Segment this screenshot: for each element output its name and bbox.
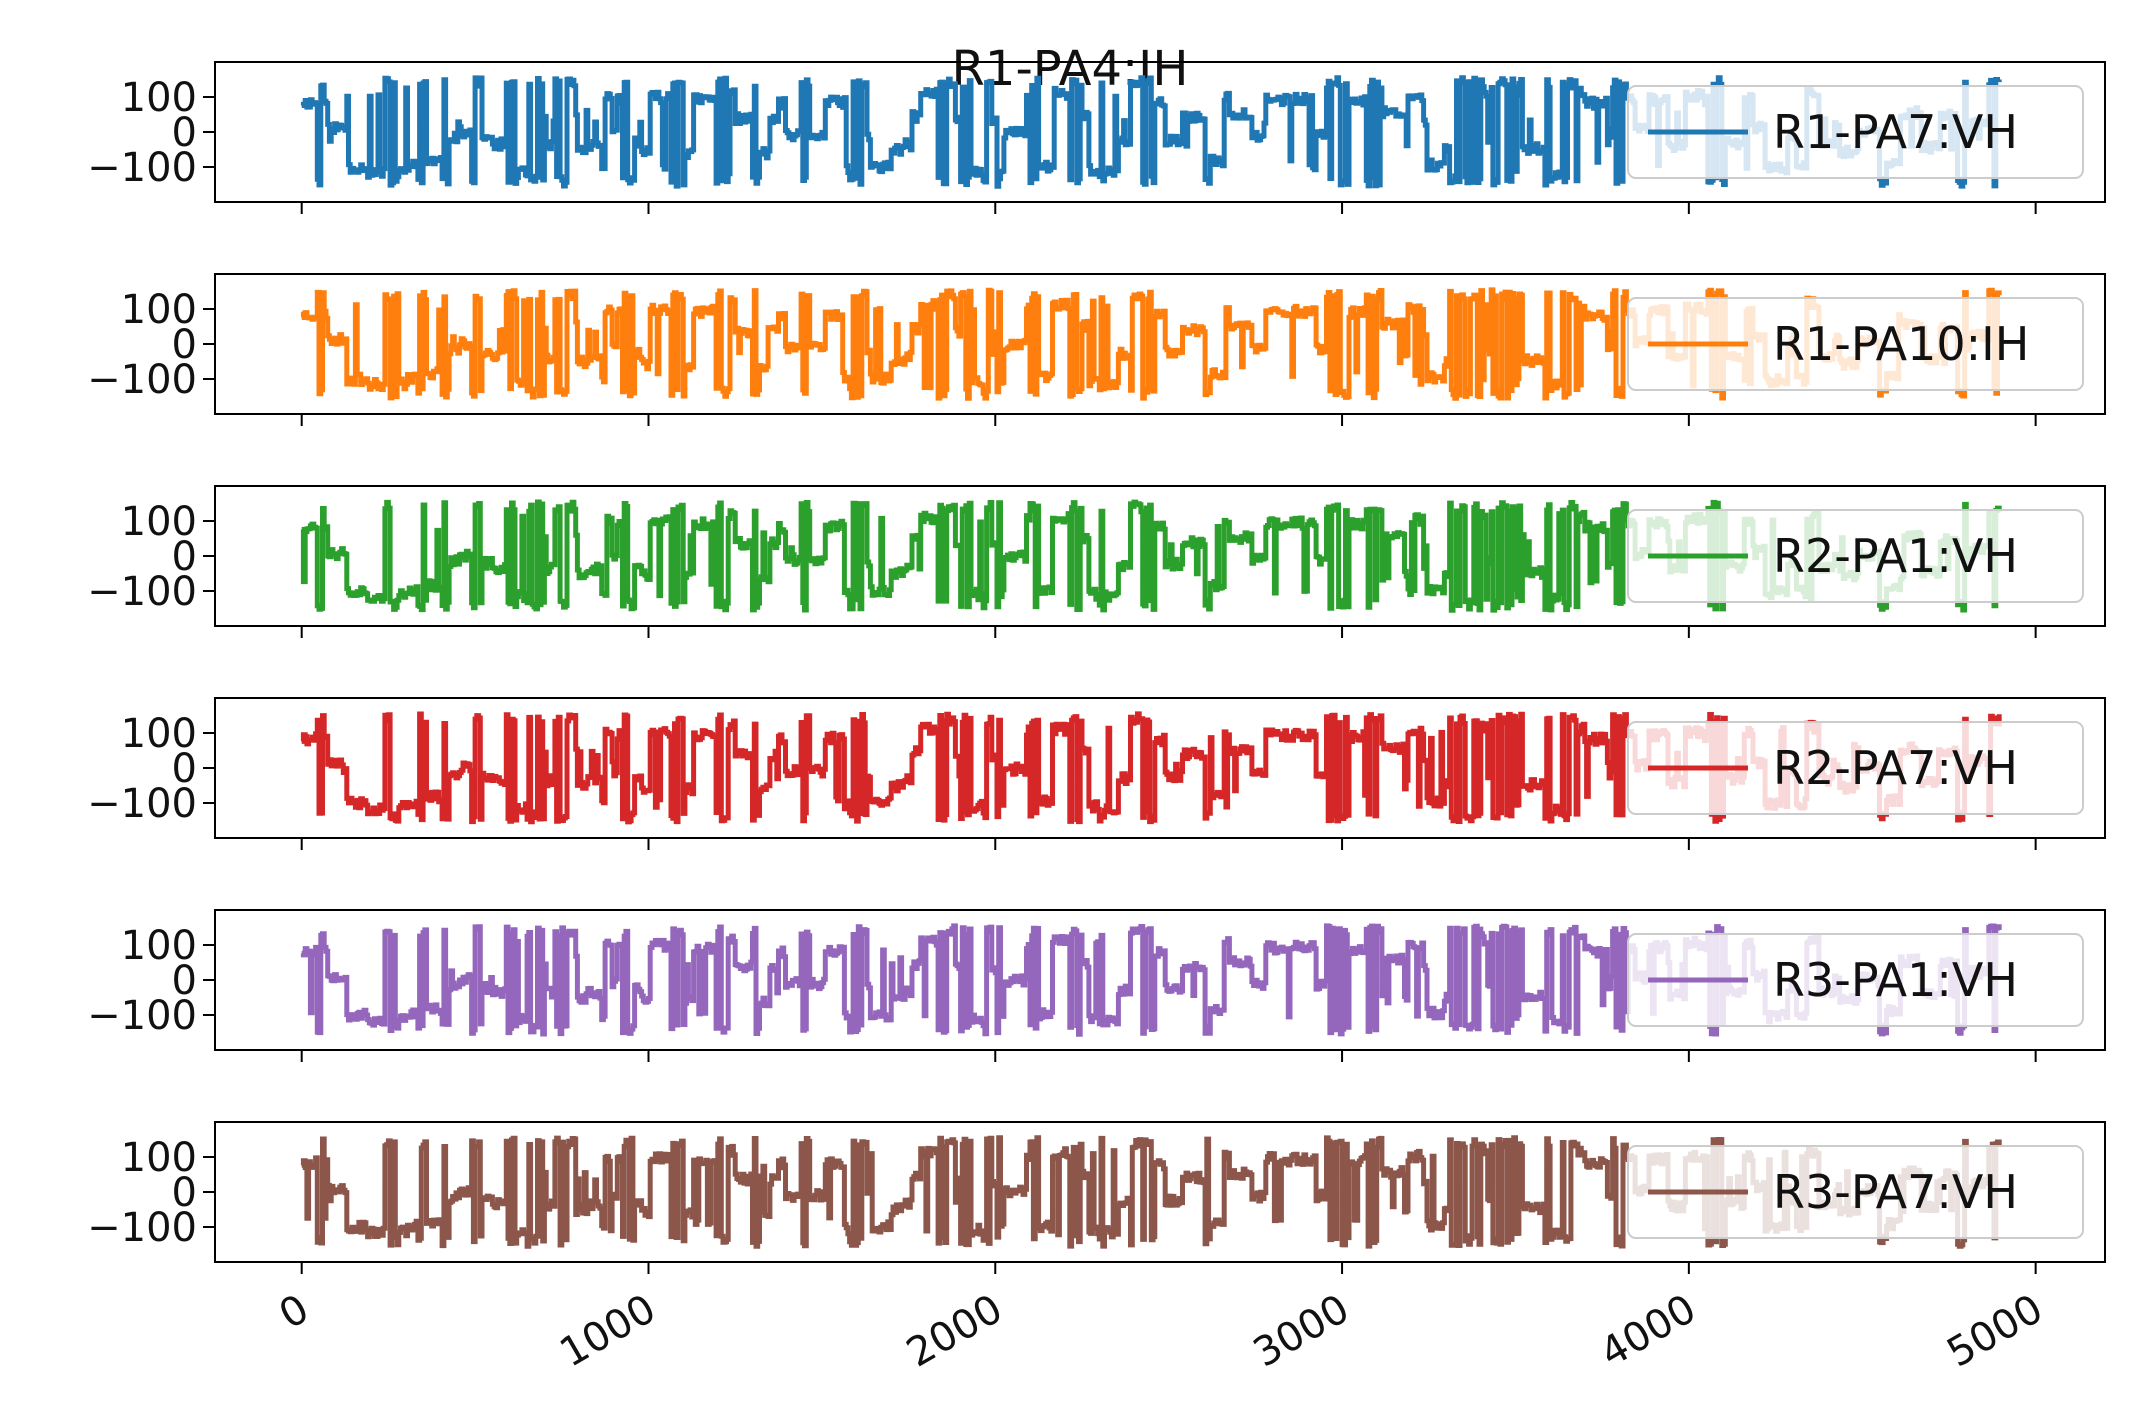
y-tick-label: 100: [121, 75, 197, 121]
subplot-panels: 1000−100R1-PA7:VH1000−100R1-PA10:IH1000−…: [87, 61, 2106, 1377]
legend-label: R1-PA10:IH: [1773, 317, 2029, 371]
legend-box: [1627, 933, 2084, 1027]
x-tick-label: 4000: [1593, 1286, 1704, 1377]
legend-box: [1627, 509, 2084, 603]
x-tick-label: 0: [272, 1286, 317, 1339]
y-tick-label: 100: [121, 1135, 197, 1181]
y-tick-label: 100: [121, 711, 197, 757]
y-tick-label: −100: [87, 145, 197, 191]
y-tick-label: 0: [172, 322, 197, 368]
series-line: [300, 711, 2002, 825]
subplot-1: 1000−100 R1-PA7:VH: [87, 61, 2106, 214]
y-tick-label: 0: [172, 534, 197, 580]
series-line: [300, 75, 2002, 189]
legend-box: [1627, 297, 2084, 391]
legend-label: R3-PA7:VH: [1773, 1165, 2018, 1219]
y-tick-label: −100: [87, 1205, 197, 1251]
y-tick-label: 100: [121, 499, 197, 545]
y-tick-label: 0: [172, 110, 197, 156]
subplot-4: 1000−100 R2-PA7:VH: [87, 697, 2106, 850]
subplot-3: 1000−100 R2-PA1:VH: [87, 485, 2106, 638]
subplot-5: 1000−100 R3-PA1:VH: [87, 909, 2106, 1062]
y-tick-label: 100: [121, 923, 197, 969]
legend-label: R1-PA7:VH: [1773, 105, 2018, 159]
y-tick-label: −100: [87, 781, 197, 827]
x-tick-label: 2000: [899, 1286, 1010, 1377]
legend-box: [1627, 721, 2084, 815]
y-tick-label: −100: [87, 357, 197, 403]
legend-box: [1627, 85, 2084, 179]
subplot-2: 1000−100 R1-PA10:IH: [87, 273, 2106, 426]
y-tick-label: 0: [172, 1170, 197, 1216]
x-tick-label: 1000: [552, 1286, 663, 1377]
x-tick-label: 3000: [1246, 1286, 1357, 1377]
legend-box: [1627, 1145, 2084, 1239]
x-tick-label: 5000: [1939, 1286, 2050, 1377]
legend-label: R2-PA1:VH: [1773, 529, 2018, 583]
y-tick-label: 100: [121, 287, 197, 333]
y-tick-label: −100: [87, 569, 197, 615]
legend-label: R2-PA7:VH: [1773, 741, 2018, 795]
series-line: [300, 499, 2002, 613]
y-tick-label: −100: [87, 993, 197, 1039]
y-tick-label: 0: [172, 746, 197, 792]
y-tick-label: 0: [172, 958, 197, 1004]
legend-label: R3-PA1:VH: [1773, 953, 2018, 1007]
